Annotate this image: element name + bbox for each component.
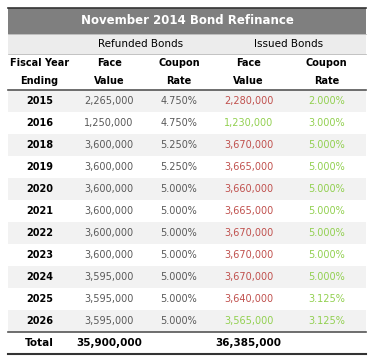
Bar [8,54,366,72]
Text: Rate: Rate [314,76,339,86]
Text: 5.250%: 5.250% [160,162,197,172]
Text: 3,660,000: 3,660,000 [224,184,273,194]
Text: 5.000%: 5.000% [160,316,197,326]
Text: 2015: 2015 [26,96,53,106]
Text: 3,665,000: 3,665,000 [224,162,273,172]
Text: 2020: 2020 [26,184,53,194]
Text: Value: Value [94,76,125,86]
Bar [8,310,366,332]
Text: 2.000%: 2.000% [308,96,345,106]
Text: 5.000%: 5.000% [308,228,345,238]
Text: 3,670,000: 3,670,000 [224,228,273,238]
Bar [8,72,366,90]
Bar [8,200,366,222]
Text: Fiscal Year: Fiscal Year [10,58,69,68]
Text: 5.000%: 5.000% [160,272,197,282]
Text: 5.250%: 5.250% [160,140,197,150]
Text: 5.000%: 5.000% [160,294,197,304]
Text: 5.000%: 5.000% [160,184,197,194]
Text: 2022: 2022 [26,228,53,238]
Text: 5.000%: 5.000% [160,206,197,216]
Text: 4.750%: 4.750% [160,96,197,106]
Bar [8,332,366,354]
Text: 3,600,000: 3,600,000 [85,250,134,260]
Text: November 2014 Bond Refinance: November 2014 Bond Refinance [80,15,294,27]
Text: 5.000%: 5.000% [308,162,345,172]
Text: 5.000%: 5.000% [308,250,345,260]
Text: 3.000%: 3.000% [308,118,345,128]
Text: 5.000%: 5.000% [308,140,345,150]
Bar [8,288,366,310]
Text: 2,265,000: 2,265,000 [85,96,134,106]
Bar [8,266,366,288]
Text: 5.000%: 5.000% [308,184,345,194]
Bar [8,134,366,156]
Text: 2025: 2025 [26,294,53,304]
Text: 2023: 2023 [26,250,53,260]
Text: 3,600,000: 3,600,000 [85,162,134,172]
Text: 2026: 2026 [26,316,53,326]
Text: Coupon: Coupon [158,58,200,68]
Text: 3,600,000: 3,600,000 [85,140,134,150]
Text: 3,665,000: 3,665,000 [224,206,273,216]
Text: 35,900,000: 35,900,000 [76,338,142,348]
Text: Refunded Bonds: Refunded Bonds [98,39,183,49]
Bar [8,244,366,266]
Text: 1,230,000: 1,230,000 [224,118,273,128]
Text: 3,640,000: 3,640,000 [224,294,273,304]
Text: 3,595,000: 3,595,000 [85,294,134,304]
Bar [8,34,366,54]
Text: 4.750%: 4.750% [160,118,197,128]
Text: 3,600,000: 3,600,000 [85,184,134,194]
Text: 3,595,000: 3,595,000 [85,272,134,282]
Text: 2021: 2021 [26,206,53,216]
Text: 3,600,000: 3,600,000 [85,228,134,238]
Text: 2016: 2016 [26,118,53,128]
Text: 2019: 2019 [26,162,53,172]
Text: Face: Face [236,58,261,68]
Text: 36,385,000: 36,385,000 [216,338,282,348]
Text: 1,250,000: 1,250,000 [85,118,134,128]
Text: 3.125%: 3.125% [308,316,345,326]
Text: 2,280,000: 2,280,000 [224,96,273,106]
Text: 3,670,000: 3,670,000 [224,250,273,260]
Bar [8,222,366,244]
Text: 5.000%: 5.000% [160,250,197,260]
Bar [8,156,366,178]
Text: 3.125%: 3.125% [308,294,345,304]
Bar [8,178,366,200]
Bar [8,8,366,34]
Text: Face: Face [97,58,122,68]
Text: Ending: Ending [20,76,58,86]
Text: 3,670,000: 3,670,000 [224,272,273,282]
Text: 5.000%: 5.000% [160,228,197,238]
Text: 3,670,000: 3,670,000 [224,140,273,150]
Text: Issued Bonds: Issued Bonds [254,39,323,49]
Text: Value: Value [233,76,264,86]
Text: 3,565,000: 3,565,000 [224,316,273,326]
Text: 3,595,000: 3,595,000 [85,316,134,326]
Text: 3,600,000: 3,600,000 [85,206,134,216]
Text: Coupon: Coupon [306,58,347,68]
Text: 5.000%: 5.000% [308,272,345,282]
Text: 2018: 2018 [26,140,53,150]
Text: 2024: 2024 [26,272,53,282]
Bar [8,90,366,112]
Text: Rate: Rate [166,76,191,86]
Bar [8,112,366,134]
Text: Total: Total [25,338,54,348]
Text: 5.000%: 5.000% [308,206,345,216]
